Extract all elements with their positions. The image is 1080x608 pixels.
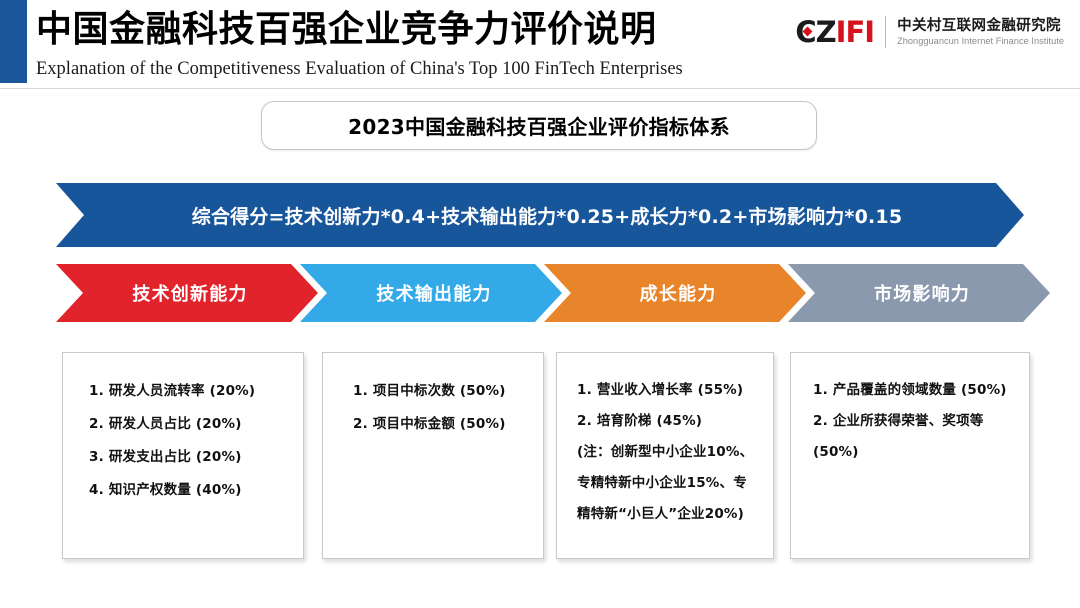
logo-letters-ifi: IFI: [835, 15, 875, 49]
dimension-chevron-label: 技术创新能力: [132, 284, 248, 305]
indicator-note-line: 精特新“小巨人”企业20%): [577, 506, 745, 522]
indicator-line: 1. 项目中标次数 (50%): [353, 383, 506, 399]
indicator-line: 2. 企业所获得荣誉、奖项等: [813, 413, 984, 429]
indicator-line: 3. 研发支出占比 (20%): [89, 449, 242, 465]
dimension-chevron-tech-output: 技术输出能力: [300, 264, 562, 322]
framework-title-text: 2023中国金融科技百强企业评价指标体系: [348, 115, 730, 139]
dimension-chevron-label: 成长能力: [639, 284, 717, 305]
indicator-box-tech-output: 1. 项目中标次数 (50%) 2. 项目中标金额 (50%): [322, 352, 544, 559]
indicator-detail-row: 1. 研发人员流转率 (20%) 2. 研发人员占比 (20%) 3. 研发支出…: [0, 352, 1080, 560]
logo-letter-z: Z: [815, 15, 837, 49]
indicator-line: 2. 研发人员占比 (20%): [89, 416, 242, 432]
logo-letter-c: C: [795, 17, 816, 47]
page-title: 中国金融科技百强企业竞争力评价说明: [36, 9, 657, 50]
header-accent-bar: [0, 0, 27, 83]
indicator-line: 2. 项目中标金额 (50%): [353, 416, 506, 432]
czifi-logo-mark: C Z IFI: [795, 15, 875, 49]
header-divider: [0, 88, 1080, 89]
dimension-chevron-market-influence: 市场影响力: [788, 264, 1050, 322]
page-subtitle: Explanation of the Competitiveness Evalu…: [36, 59, 683, 79]
dimension-chevron-row: 技术创新能力 技术输出能力 成长能力 市场影响力: [0, 264, 1080, 322]
indicator-box-market-influence: 1. 产品覆盖的领域数量 (50%) 2. 企业所获得荣誉、奖项等 (50%): [790, 352, 1030, 559]
dimension-chevron-label: 技术输出能力: [376, 284, 492, 305]
indicator-line: 1. 营业收入增长率 (55%): [577, 382, 744, 398]
indicator-line: 1. 研发人员流转率 (20%): [89, 383, 256, 399]
logo-institute-name-en: Zhongguancun Internet Finance Institute: [897, 35, 1064, 46]
dimension-chevron-label: 市场影响力: [874, 284, 970, 305]
indicator-note-line: 专精特新中小企业15%、专: [577, 475, 747, 491]
page-header: 中国金融科技百强企业竞争力评价说明 Explanation of the Com…: [0, 0, 1080, 92]
dimension-chevron-growth: 成长能力: [544, 264, 806, 322]
indicator-box-growth: 1. 营业收入增长率 (55%) 2. 培育阶梯 (45%) (注：创新型中小企…: [556, 352, 774, 559]
indicator-line: 1. 产品覆盖的领域数量 (50%): [813, 382, 1007, 398]
indicator-line: 4. 知识产权数量 (40%): [89, 482, 242, 498]
score-formula-banner: 综合得分=技术创新力*0.4+技术输出能力*0.25+成长力*0.2+市场影响力…: [56, 183, 1024, 247]
logo-institute-name-cn: 中关村互联网金融研究院: [897, 17, 1061, 34]
logo-text-block: 中关村互联网金融研究院 Zhongguancun Internet Financ…: [897, 17, 1064, 48]
indicator-line: 2. 培育阶梯 (45%): [577, 413, 703, 429]
indicator-box-tech-innovation: 1. 研发人员流转率 (20%) 2. 研发人员占比 (20%) 3. 研发支出…: [62, 352, 304, 559]
framework-title-box: 2023中国金融科技百强企业评价指标体系: [261, 101, 817, 150]
indicator-note-line: (注：创新型中小企业10%、: [577, 444, 754, 460]
czifi-logo: C Z IFI 中关村互联网金融研究院 Zhongguancun Interne…: [795, 10, 1064, 54]
score-formula-text: 综合得分=技术创新力*0.4+技术输出能力*0.25+成长力*0.2+市场影响力…: [191, 205, 903, 228]
indicator-line: (50%): [813, 444, 859, 460]
dimension-chevron-tech-innovation: 技术创新能力: [56, 264, 318, 322]
logo-divider: [885, 16, 887, 48]
